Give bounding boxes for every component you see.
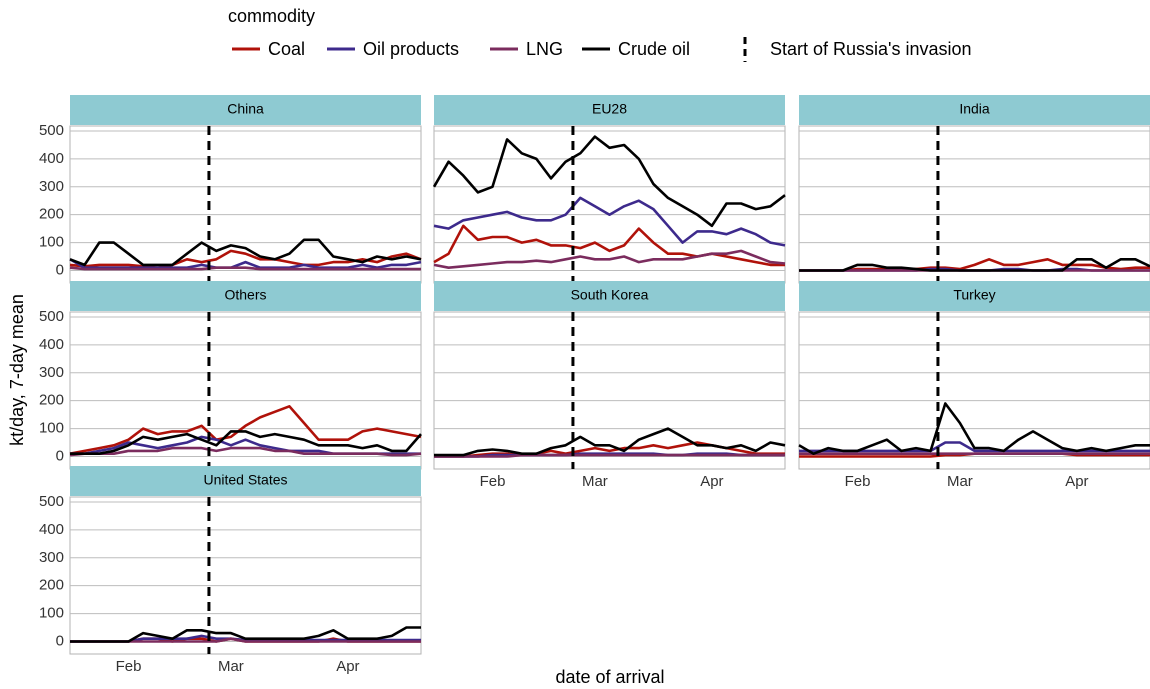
- legend-label: Crude oil: [618, 39, 690, 59]
- y-tick-label: 200: [39, 577, 64, 594]
- strip: [799, 281, 1150, 311]
- x-axis-title: date of arrival: [555, 667, 664, 687]
- x-tick-label: Apr: [336, 658, 359, 675]
- series-line: [70, 626, 421, 643]
- y-tick-label: 300: [39, 364, 64, 381]
- series-line: [69, 446, 422, 457]
- strip: [434, 281, 785, 311]
- panel: [798, 125, 1150, 284]
- strip-label: India: [959, 101, 990, 117]
- strip-label: Turkey: [953, 287, 995, 303]
- y-axis-title: kt/day, 7-day mean: [7, 294, 27, 446]
- y-tick-label: 500: [39, 308, 64, 325]
- series-line: [69, 258, 422, 269]
- legend-label: Start of Russia's invasion: [770, 39, 972, 59]
- y-tick-label: 0: [56, 447, 64, 464]
- x-tick-label: Apr: [700, 473, 723, 490]
- y-tick-label: 500: [39, 122, 64, 139]
- strip: [70, 281, 421, 311]
- series-line: [434, 452, 785, 458]
- y-tick-label: 300: [39, 178, 64, 195]
- series-line: [69, 249, 422, 269]
- series-line: [434, 453, 785, 458]
- series-line: [433, 224, 785, 267]
- y-tick-label: 500: [39, 493, 64, 510]
- strip-label: United States: [203, 472, 287, 488]
- x-tick-label: Feb: [480, 473, 506, 490]
- x-tick-label: Feb: [116, 658, 142, 675]
- x-tick-label: Apr: [1065, 473, 1088, 490]
- panel: [69, 496, 422, 655]
- panel: [433, 311, 786, 470]
- strip-label: China: [227, 101, 264, 117]
- legend-title: commodity: [228, 6, 315, 26]
- y-tick-label: 100: [39, 420, 64, 437]
- series-line: [434, 427, 786, 457]
- x-tick-label: Mar: [218, 658, 244, 675]
- y-tick-label: 100: [39, 605, 64, 622]
- strip: [70, 466, 421, 496]
- series-line: [799, 258, 1150, 272]
- y-tick-label: 0: [56, 261, 64, 278]
- strip-label: South Korea: [571, 287, 649, 303]
- series-line: [70, 430, 422, 455]
- series-line: [69, 266, 421, 271]
- legend-label: Coal: [268, 39, 305, 59]
- y-tick-label: 400: [39, 336, 64, 353]
- y-tick-label: 400: [39, 521, 64, 538]
- legend-label: Oil products: [363, 39, 459, 59]
- series-line: [69, 405, 422, 455]
- y-tick-label: 300: [39, 549, 64, 566]
- y-tick-label: 400: [39, 150, 64, 167]
- series-line: [433, 249, 786, 269]
- series-line: [432, 135, 786, 228]
- y-tick-label: 200: [39, 392, 64, 409]
- panel: [798, 311, 1150, 470]
- strip: [70, 95, 421, 125]
- x-tick-label: Mar: [947, 473, 973, 490]
- y-tick-label: 0: [56, 632, 64, 649]
- series-line: [433, 196, 786, 247]
- x-tick-label: Feb: [845, 473, 871, 490]
- series-line: [799, 258, 1150, 272]
- strip-label: Others: [224, 287, 266, 303]
- y-tick-label: 200: [39, 206, 64, 223]
- series-line: [798, 402, 1150, 455]
- legend-label: LNG: [526, 39, 563, 59]
- strip-label: EU28: [592, 101, 627, 117]
- x-tick-label: Mar: [582, 473, 608, 490]
- series-line: [69, 238, 422, 267]
- strip: [799, 95, 1150, 125]
- panel: [69, 125, 422, 284]
- strip: [434, 95, 785, 125]
- y-tick-label: 100: [39, 234, 64, 251]
